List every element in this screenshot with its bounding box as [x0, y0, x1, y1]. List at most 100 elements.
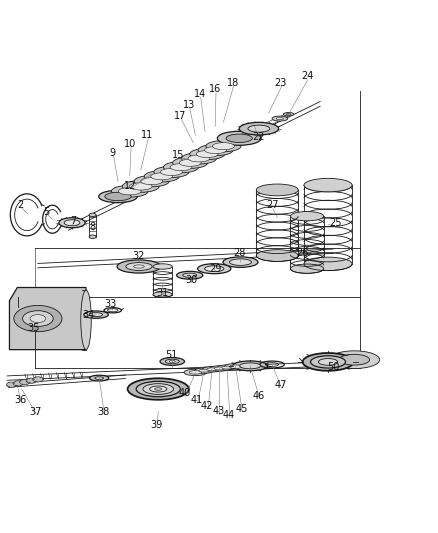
- Ellipse shape: [81, 290, 91, 350]
- Text: 51: 51: [165, 350, 177, 360]
- Ellipse shape: [204, 147, 226, 154]
- Ellipse shape: [59, 218, 85, 228]
- Text: 44: 44: [223, 410, 235, 421]
- Text: 31: 31: [156, 288, 168, 298]
- Ellipse shape: [256, 249, 297, 262]
- Text: 34: 34: [82, 310, 94, 320]
- Ellipse shape: [189, 370, 201, 374]
- Ellipse shape: [205, 141, 240, 152]
- Ellipse shape: [134, 175, 169, 187]
- Text: 45: 45: [235, 403, 247, 414]
- Ellipse shape: [26, 378, 36, 383]
- Ellipse shape: [283, 112, 293, 116]
- Text: 24: 24: [300, 71, 312, 81]
- Ellipse shape: [223, 257, 258, 268]
- Ellipse shape: [189, 148, 224, 160]
- Ellipse shape: [153, 166, 188, 177]
- Ellipse shape: [239, 123, 278, 135]
- Ellipse shape: [229, 365, 241, 368]
- Ellipse shape: [149, 386, 166, 392]
- Text: 28: 28: [233, 248, 245, 259]
- Ellipse shape: [214, 367, 224, 370]
- Ellipse shape: [302, 353, 353, 371]
- Text: 39: 39: [150, 420, 162, 430]
- Ellipse shape: [159, 358, 184, 366]
- Ellipse shape: [32, 377, 43, 382]
- Ellipse shape: [89, 235, 96, 238]
- Ellipse shape: [64, 220, 80, 226]
- Text: 15: 15: [171, 150, 184, 160]
- Ellipse shape: [152, 264, 172, 269]
- Ellipse shape: [160, 168, 182, 175]
- Text: 11: 11: [141, 130, 153, 140]
- Ellipse shape: [224, 364, 247, 370]
- Ellipse shape: [14, 305, 62, 332]
- Ellipse shape: [247, 125, 269, 132]
- Ellipse shape: [152, 292, 172, 297]
- Text: 36: 36: [14, 395, 26, 405]
- Text: 13: 13: [182, 100, 194, 110]
- Ellipse shape: [150, 173, 172, 180]
- Text: 22: 22: [252, 132, 265, 142]
- Text: 29: 29: [208, 264, 221, 273]
- Ellipse shape: [105, 192, 131, 201]
- Ellipse shape: [212, 143, 234, 150]
- Ellipse shape: [338, 354, 369, 365]
- Text: 27: 27: [265, 200, 278, 210]
- Ellipse shape: [89, 313, 102, 317]
- Text: 38: 38: [97, 407, 110, 417]
- Text: 12: 12: [124, 181, 136, 190]
- Text: 8: 8: [89, 222, 95, 232]
- Ellipse shape: [111, 185, 148, 197]
- Ellipse shape: [99, 190, 137, 203]
- Ellipse shape: [7, 382, 17, 387]
- Ellipse shape: [154, 387, 162, 390]
- Ellipse shape: [209, 366, 229, 371]
- Ellipse shape: [196, 150, 218, 158]
- Ellipse shape: [181, 153, 216, 164]
- Ellipse shape: [204, 266, 223, 272]
- Ellipse shape: [303, 179, 351, 192]
- Ellipse shape: [117, 260, 160, 273]
- Text: 37: 37: [29, 407, 42, 417]
- Text: 33: 33: [104, 298, 116, 309]
- Text: 16: 16: [208, 84, 221, 94]
- Text: 14: 14: [193, 88, 205, 99]
- Ellipse shape: [206, 368, 217, 371]
- Text: 25: 25: [328, 218, 341, 228]
- Ellipse shape: [163, 161, 198, 173]
- Text: 35: 35: [27, 323, 39, 333]
- Text: 46: 46: [252, 391, 265, 401]
- Ellipse shape: [84, 311, 108, 318]
- Ellipse shape: [127, 378, 188, 400]
- Ellipse shape: [187, 155, 209, 162]
- Ellipse shape: [318, 359, 337, 365]
- Ellipse shape: [89, 213, 96, 216]
- Text: 42: 42: [201, 401, 213, 410]
- Polygon shape: [10, 287, 86, 350]
- Text: 32: 32: [132, 251, 145, 261]
- Ellipse shape: [134, 265, 144, 268]
- Ellipse shape: [144, 171, 179, 182]
- Ellipse shape: [118, 188, 141, 195]
- Text: 5: 5: [43, 207, 49, 217]
- Ellipse shape: [198, 144, 233, 156]
- Ellipse shape: [198, 369, 209, 372]
- Ellipse shape: [126, 263, 152, 270]
- Ellipse shape: [256, 184, 297, 196]
- Ellipse shape: [176, 271, 202, 279]
- Ellipse shape: [184, 369, 206, 376]
- Text: 7: 7: [70, 215, 76, 225]
- Ellipse shape: [303, 257, 351, 271]
- Ellipse shape: [229, 259, 251, 265]
- Ellipse shape: [22, 311, 53, 326]
- Ellipse shape: [290, 212, 323, 221]
- Text: 18: 18: [226, 78, 238, 88]
- Ellipse shape: [136, 381, 180, 397]
- Ellipse shape: [13, 381, 23, 386]
- Ellipse shape: [143, 384, 173, 394]
- Text: 50: 50: [326, 362, 339, 372]
- Ellipse shape: [226, 134, 252, 142]
- Ellipse shape: [239, 363, 260, 369]
- Text: 41: 41: [190, 395, 202, 405]
